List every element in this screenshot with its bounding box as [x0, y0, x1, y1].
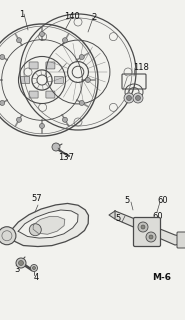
Circle shape [40, 124, 45, 128]
Circle shape [146, 232, 156, 242]
Circle shape [16, 117, 21, 122]
Polygon shape [109, 211, 115, 219]
Circle shape [0, 100, 5, 106]
FancyBboxPatch shape [46, 91, 55, 98]
FancyBboxPatch shape [134, 218, 161, 246]
Circle shape [135, 95, 140, 100]
Circle shape [31, 265, 38, 271]
Text: 137: 137 [58, 153, 74, 162]
FancyBboxPatch shape [29, 62, 38, 69]
Circle shape [79, 100, 84, 106]
Circle shape [29, 224, 41, 236]
Circle shape [16, 38, 21, 43]
Circle shape [16, 258, 26, 268]
Circle shape [79, 54, 84, 60]
FancyBboxPatch shape [21, 76, 30, 84]
Text: 2: 2 [91, 12, 97, 21]
Circle shape [18, 260, 23, 266]
Circle shape [124, 93, 134, 103]
Text: 60: 60 [158, 196, 168, 204]
FancyBboxPatch shape [29, 91, 38, 98]
Text: 57: 57 [32, 194, 42, 203]
Circle shape [149, 235, 153, 239]
Circle shape [0, 54, 5, 60]
Text: 4: 4 [33, 273, 39, 282]
Text: 3: 3 [14, 266, 20, 275]
Circle shape [40, 32, 45, 36]
Circle shape [52, 143, 60, 151]
Circle shape [85, 77, 90, 83]
Circle shape [141, 225, 145, 229]
FancyBboxPatch shape [177, 232, 185, 248]
Circle shape [0, 227, 16, 245]
Text: 1: 1 [19, 10, 25, 19]
Text: 60: 60 [153, 212, 163, 220]
Polygon shape [7, 204, 88, 246]
FancyBboxPatch shape [54, 76, 63, 84]
Text: 118: 118 [133, 62, 149, 71]
Circle shape [63, 38, 68, 43]
Text: M-6: M-6 [152, 274, 171, 283]
Text: 140: 140 [64, 12, 80, 20]
Polygon shape [33, 216, 65, 234]
Circle shape [33, 267, 36, 269]
Circle shape [127, 95, 132, 100]
Text: 5: 5 [115, 213, 121, 222]
FancyBboxPatch shape [46, 62, 55, 69]
Circle shape [63, 117, 68, 122]
Polygon shape [18, 210, 78, 238]
Circle shape [138, 222, 148, 232]
Text: 5: 5 [124, 196, 130, 204]
Polygon shape [115, 211, 180, 245]
Circle shape [133, 93, 143, 103]
